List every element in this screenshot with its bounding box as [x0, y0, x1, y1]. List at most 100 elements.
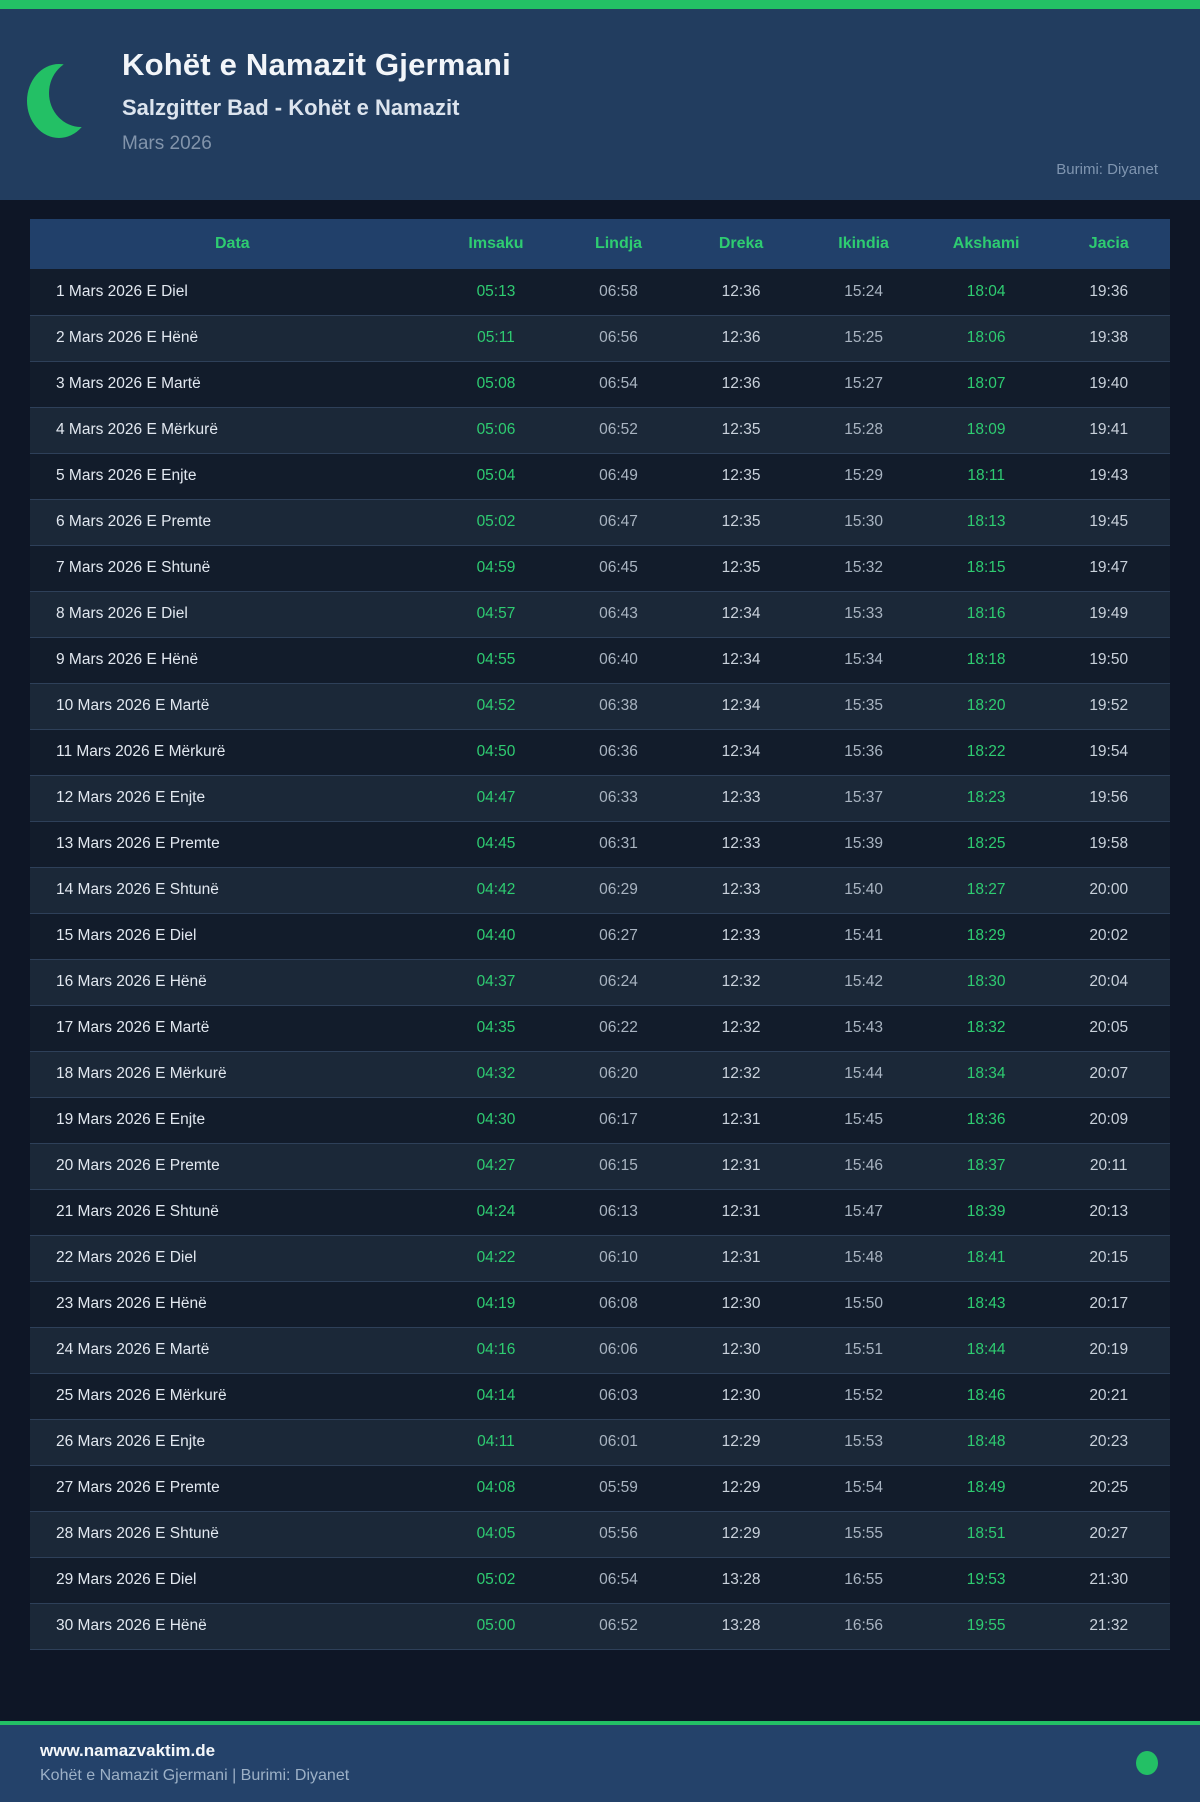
cell-data: 15 Mars 2026 E Diel — [56, 927, 197, 944]
cell-dreka: 12:33 — [721, 835, 761, 852]
cell-lindja: 06:58 — [599, 282, 638, 300]
cell-ikindia: 15:45 — [844, 1111, 883, 1128]
cell-imsaku: 04:57 — [476, 605, 516, 622]
cell-imsaku: 05:00 — [476, 1617, 516, 1634]
cell-dreka: 12:30 — [721, 1387, 761, 1404]
cell-lindja: 06:06 — [599, 1341, 638, 1358]
cell-imsaku: 04:24 — [476, 1203, 516, 1220]
column-header-ikindia: Ikindia — [838, 235, 889, 252]
cell-imsaku: 04:11 — [477, 1433, 515, 1450]
cell-dreka: 12:33 — [721, 927, 761, 944]
cell-jacia: 20:07 — [1089, 1065, 1129, 1082]
cell-ikindia: 15:43 — [844, 1019, 883, 1036]
cell-dreka: 12:36 — [721, 375, 761, 392]
cell-data: 26 Mars 2026 E Enjte — [56, 1433, 206, 1450]
cell-jacia: 19:49 — [1089, 605, 1129, 622]
cell-ikindia: 15:28 — [844, 421, 883, 438]
cell-imsaku: 04:42 — [476, 881, 516, 898]
cell-ikindia: 15:37 — [844, 789, 883, 806]
cell-akshami: 18:41 — [966, 1249, 1006, 1266]
cell-dreka: 12:30 — [721, 1295, 761, 1312]
cell-jacia: 20:05 — [1089, 1019, 1129, 1036]
cell-dreka: 12:30 — [721, 1341, 761, 1358]
cell-jacia: 20:21 — [1089, 1387, 1129, 1404]
cell-jacia: 20:15 — [1089, 1249, 1129, 1266]
cell-data: 29 Mars 2026 E Diel — [56, 1571, 197, 1588]
cell-imsaku: 04:37 — [476, 973, 516, 990]
cell-dreka: 12:29 — [721, 1525, 761, 1542]
cell-akshami: 18:51 — [966, 1525, 1006, 1542]
cell-lindja: 06:49 — [599, 467, 638, 484]
table-row: 27 Mars 2026 E Premte 04:08 05:59 12:29 15:5… — [30, 1465, 1170, 1511]
cell-jacia: 19:52 — [1089, 697, 1129, 714]
cell-lindja: 06:31 — [599, 835, 638, 852]
cell-imsaku: 04:22 — [476, 1249, 516, 1266]
cell-akshami: 18:09 — [966, 421, 1006, 438]
cell-jacia: 19:43 — [1089, 467, 1129, 484]
cell-data: 6 Mars 2026 E Premte — [56, 513, 212, 530]
cell-lindja: 06:17 — [599, 1111, 638, 1128]
cell-akshami: 18:34 — [966, 1065, 1006, 1082]
cell-lindja: 06:27 — [599, 927, 638, 944]
cell-dreka: 12:35 — [721, 513, 761, 530]
table-row: 26 Mars 2026 E Enjte 04:11 06:01 12:29 15:53… — [30, 1419, 1170, 1465]
cell-data: 28 Mars 2026 E Shtunë — [56, 1525, 219, 1542]
cell-data: 24 Mars 2026 E Martë — [56, 1341, 210, 1358]
cell-imsaku: 04:40 — [476, 927, 516, 944]
cell-ikindia: 15:25 — [844, 329, 883, 346]
cell-data: 5 Mars 2026 E Enjte — [56, 467, 197, 484]
table-row: 18 Mars 2026 E Mërkurë 04:32 06:20 12:32 15:… — [30, 1051, 1170, 1097]
month-label: Mars 2026 — [122, 132, 212, 154]
source-label: Burimi: Diyanet — [1056, 161, 1158, 178]
cell-ikindia: 15:34 — [844, 651, 883, 668]
table-row: 10 Mars 2026 E Martë 04:52 06:38 12:34 15:35… — [30, 683, 1170, 729]
cell-ikindia: 15:55 — [844, 1525, 883, 1542]
cell-data: 20 Mars 2026 E Premte — [56, 1157, 220, 1174]
table-row: 28 Mars 2026 E Shtunë 04:05 05:56 12:29 15:5… — [30, 1511, 1170, 1557]
cell-lindja: 06:03 — [599, 1387, 638, 1404]
table-row: 6 Mars 2026 E Premte 05:02 06:47 12:35 15:30… — [30, 499, 1170, 545]
cell-data: 19 Mars 2026 E Enjte — [56, 1111, 206, 1128]
cell-akshami: 18:43 — [966, 1295, 1006, 1312]
table-row: 23 Mars 2026 E Hënë 04:19 06:08 12:30 15:50 1… — [30, 1281, 1170, 1327]
cell-ikindia: 15:35 — [844, 697, 883, 714]
table-row: 21 Mars 2026 E Shtunë 04:24 06:13 12:31 15:4… — [30, 1189, 1170, 1235]
column-header-lindja: Lindja — [594, 235, 643, 252]
cell-jacia: 19:45 — [1089, 513, 1129, 530]
cell-akshami: 18:16 — [966, 605, 1006, 622]
column-header-imsaku: Imsaku — [468, 235, 524, 252]
cell-akshami: 18:07 — [966, 375, 1006, 392]
cell-imsaku: 05:06 — [476, 421, 516, 438]
cell-imsaku: 05:02 — [476, 1571, 516, 1588]
column-header-dreka: Dreka — [718, 235, 764, 252]
cell-akshami: 18:22 — [966, 743, 1006, 760]
cell-akshami: 18:46 — [966, 1387, 1006, 1404]
cell-ikindia: 15:54 — [844, 1479, 883, 1496]
table-row: 30 Mars 2026 E Hënë 05:00 06:52 13:28 16:56 1… — [30, 1603, 1170, 1649]
cell-ikindia: 15:30 — [844, 513, 883, 530]
cell-akshami: 18:37 — [966, 1157, 1006, 1174]
prayer-times-section: Data Imsaku Lindja Dreka Ikindia Akshami… — [0, 200, 1200, 1721]
cell-dreka: 12:29 — [721, 1433, 761, 1450]
cell-dreka: 12:35 — [721, 421, 761, 438]
table-row: 13 Mars 2026 E Premte 04:45 06:31 12:33 15:3… — [30, 821, 1170, 867]
cell-data: 22 Mars 2026 E Diel — [56, 1249, 197, 1266]
cell-jacia: 21:32 — [1089, 1617, 1129, 1634]
cell-jacia: 19:54 — [1089, 743, 1129, 760]
cell-akshami: 18:39 — [966, 1203, 1006, 1220]
website-link[interactable]: www.namazvaktim.de — [40, 1741, 216, 1760]
cell-jacia: 20:23 — [1089, 1433, 1129, 1450]
cell-akshami: 18:18 — [966, 651, 1006, 668]
cell-akshami: 18:36 — [966, 1111, 1006, 1128]
cell-akshami: 18:23 — [966, 789, 1006, 806]
cell-imsaku: 05:04 — [476, 467, 516, 484]
cell-imsaku: 04:32 — [476, 1065, 516, 1082]
cell-jacia: 20:25 — [1089, 1479, 1129, 1496]
cell-dreka: 12:35 — [721, 559, 761, 576]
cell-lindja: 06:54 — [599, 375, 638, 392]
cell-imsaku: 04:16 — [476, 1341, 516, 1358]
cell-lindja: 06:20 — [599, 1065, 638, 1082]
cell-data: 17 Mars 2026 E Martë — [56, 1019, 210, 1036]
cell-ikindia: 15:32 — [844, 559, 883, 576]
cell-akshami: 19:53 — [966, 1571, 1006, 1588]
